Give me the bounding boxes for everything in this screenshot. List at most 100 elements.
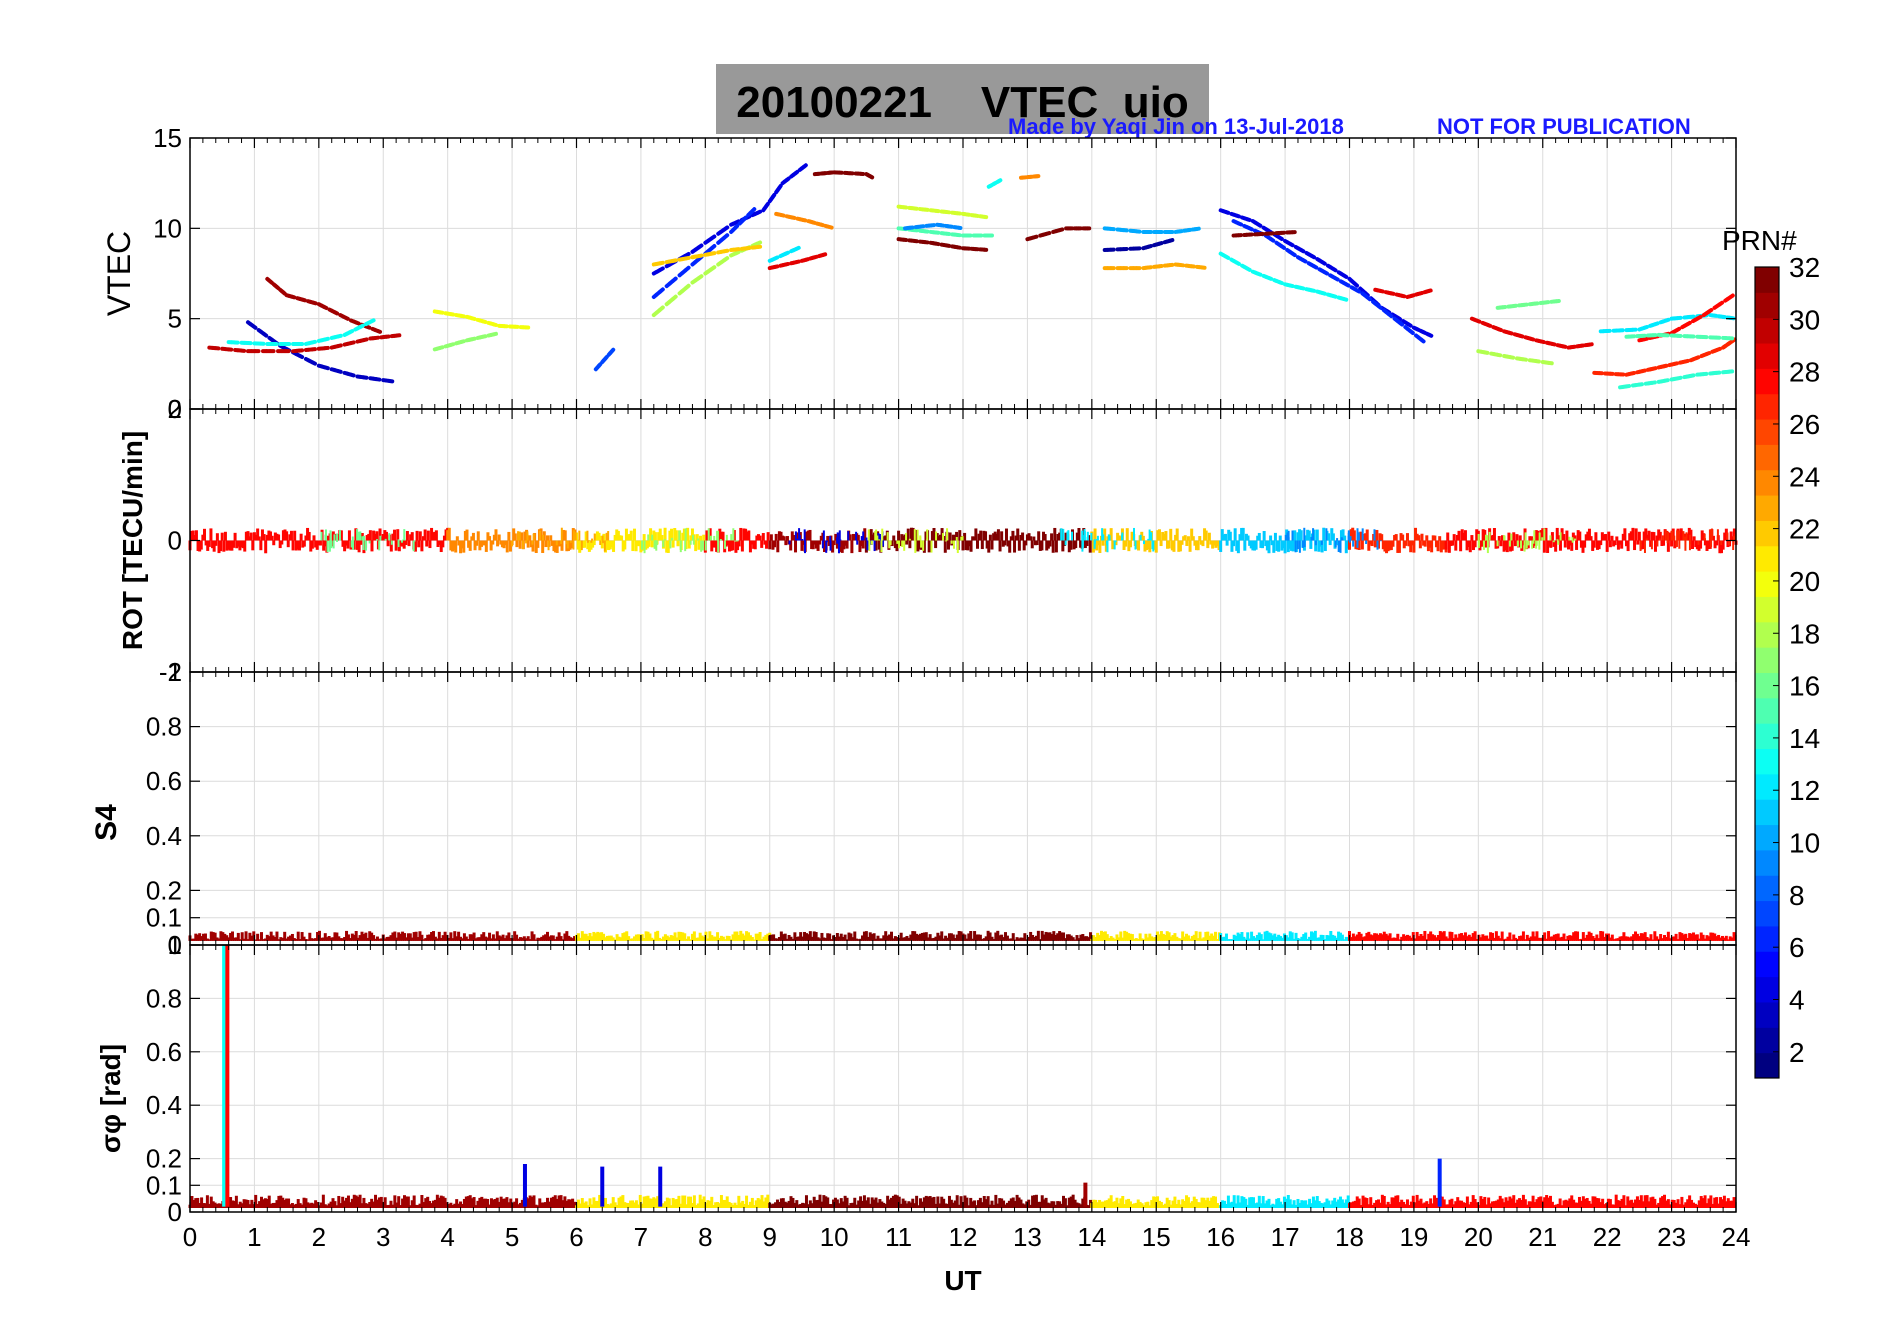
vtec-trace-segment: [310, 339, 317, 345]
vtec-trace-segment: [1496, 327, 1503, 333]
vtec-trace-segment: [1146, 244, 1153, 249]
vtec-trace-segment: [1288, 241, 1295, 248]
vtec-trace-segment: [709, 244, 717, 251]
vtec-trace-segment: [1475, 318, 1482, 324]
vtec-trace-segment: [722, 233, 730, 240]
title-background: [716, 64, 1209, 134]
vtec-trace-segment: [1031, 234, 1039, 240]
vtec-trace-segment: [311, 300, 318, 306]
vtec-trace-segment: [1715, 346, 1722, 352]
vtec-trace-segment: [1664, 317, 1671, 323]
vtec-trace-segment: [332, 310, 340, 316]
vtec-trace-segment: [274, 285, 281, 291]
vtec-trace-segment: [1507, 330, 1514, 336]
vtec-trace-segment: [491, 322, 498, 327]
vtec-trace-segment: [734, 219, 741, 225]
vtec-trace-segment: [1518, 333, 1525, 339]
vtec-trace-segment: [734, 250, 741, 256]
vtec-trace-segment: [1331, 266, 1338, 273]
not-for-publication-text: NOT FOR PUBLICATION: [1437, 114, 1691, 139]
vtec-trace-segment: [1387, 312, 1394, 319]
vtec-trace-segment: [1696, 314, 1703, 321]
vtec-trace-segment: [1333, 276, 1340, 282]
vtec-trace-segment: [1674, 326, 1682, 333]
vtec-trace-segment: [1266, 276, 1274, 281]
vtec-trace-segment: [1421, 330, 1427, 335]
vtec-trace-segment: [773, 255, 780, 261]
vtec-trace-segment: [1485, 322, 1493, 328]
vtec-trace-segment: [251, 324, 258, 330]
vtec-trace-segment: [336, 343, 343, 349]
vtec-trace-segment: [597, 362, 603, 368]
vtec-trace-segment: [609, 347, 616, 354]
vtec-trace-segment: [658, 266, 665, 272]
vtec-trace-segment: [1653, 321, 1660, 327]
vtec-trace-segment: [323, 336, 330, 342]
vtec-trace-segment: [1277, 235, 1284, 241]
vtec-trace-segment: [310, 360, 317, 366]
vtec-trace-segment: [671, 294, 678, 301]
vtec-trace-segment: [764, 201, 770, 208]
vtec-trace-segment: [802, 163, 808, 169]
vtec-trace-segment: [349, 372, 356, 378]
vtec-trace-segment: [755, 209, 763, 215]
vtec-trace-segment: [459, 339, 466, 344]
vtec-trace-segment: [1320, 291, 1327, 296]
vtec-trace-segment: [361, 337, 369, 343]
vtec-trace-segment: [1247, 226, 1254, 232]
vtec-trace-segment: [1279, 244, 1287, 250]
vtec-trace-segment: [1694, 355, 1701, 361]
vtec-trace-segment: [709, 234, 717, 241]
vtec-trace-segment: [684, 251, 691, 258]
vtec-trace-segment: [1728, 293, 1735, 299]
vtec-trace-segment: [696, 243, 704, 250]
vtec-trace-segment: [1312, 264, 1319, 270]
vtec-trace-segment: [1236, 221, 1244, 227]
vtec-trace-segment: [300, 297, 307, 303]
vtec-trace-segment: [1168, 238, 1175, 243]
axes-layer: [189, 137, 1737, 1213]
vtec-trace-segment: [783, 250, 791, 256]
vtec-trace-segment: [793, 169, 800, 176]
vtec-trace-segment: [438, 345, 445, 350]
vtec-trace-segment: [722, 225, 730, 232]
vtec-trace-segment: [1428, 333, 1434, 338]
vtec-trace-segment: [448, 342, 456, 347]
vtec-trace-segment: [1256, 271, 1263, 277]
vtec-trace-segment: [1685, 320, 1692, 327]
vtec-trace-segment: [741, 215, 748, 222]
vtec-trace-segment: [297, 353, 305, 360]
vtec-trace-segment: [755, 240, 763, 246]
vtec-trace-segment: [1299, 248, 1306, 254]
vtec-trace-segment: [1224, 210, 1231, 215]
vtec-trace-segment: [1342, 297, 1349, 302]
vtec-trace-segment: [1707, 307, 1714, 314]
vtec-trace-segment: [1705, 351, 1712, 356]
vtec-trace-segment: [262, 332, 269, 338]
vtec-trace-segment: [696, 274, 704, 281]
vtec-trace-segment: [658, 305, 665, 312]
vtec-trace-segment: [603, 354, 609, 361]
vtec-trace-segment: [1044, 231, 1052, 236]
vtec-trace-segment: [671, 276, 678, 283]
vtec-trace-segment: [1309, 254, 1317, 260]
vtec-trace-segment: [1731, 337, 1737, 343]
vtec-trace-segment: [794, 245, 801, 251]
vtec-trace-segment: [1528, 336, 1536, 342]
vtec-trace-segment: [1395, 315, 1402, 322]
vtec-trace-segment: [1269, 237, 1276, 243]
vtec-trace-segment: [343, 315, 350, 321]
vtec-trace-segment: [289, 294, 297, 300]
vtec-trace-segment: [375, 329, 383, 334]
vtec-trace-segment: [1408, 329, 1415, 335]
vtec-trace-segment: [481, 319, 488, 324]
vtec-trace-segment: [322, 304, 329, 311]
vtec-trace-segment: [358, 323, 365, 329]
vtec-trace-segment: [347, 329, 355, 335]
vtec-trace-segment: [1415, 327, 1421, 332]
vtec-trace-segment: [1322, 270, 1329, 276]
vtec-trace-segment: [1717, 300, 1725, 307]
vtec-trace-segment: [777, 183, 783, 190]
credit-text: Made by Yaqi Jin on 13-Jul-2018: [1008, 114, 1344, 139]
